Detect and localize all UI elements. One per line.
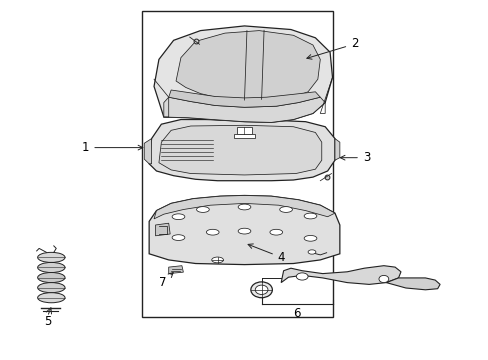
Ellipse shape (38, 293, 65, 303)
Polygon shape (334, 139, 339, 160)
Polygon shape (149, 120, 334, 181)
Polygon shape (154, 195, 334, 219)
Ellipse shape (304, 235, 316, 241)
Text: 7: 7 (158, 273, 173, 289)
Ellipse shape (304, 213, 316, 219)
Ellipse shape (38, 283, 65, 293)
Ellipse shape (172, 214, 184, 220)
Ellipse shape (196, 207, 209, 212)
Polygon shape (386, 278, 439, 290)
Polygon shape (233, 134, 255, 138)
Text: 6: 6 (293, 307, 301, 320)
Text: 3: 3 (340, 151, 369, 164)
Polygon shape (168, 266, 183, 274)
Ellipse shape (206, 229, 219, 235)
Ellipse shape (307, 250, 315, 254)
Polygon shape (149, 195, 339, 265)
Ellipse shape (279, 207, 292, 212)
Ellipse shape (378, 275, 388, 283)
Ellipse shape (296, 273, 307, 280)
Polygon shape (281, 266, 400, 284)
Ellipse shape (255, 285, 267, 294)
Polygon shape (163, 97, 325, 122)
Polygon shape (237, 127, 251, 134)
Polygon shape (154, 26, 332, 122)
Text: 5: 5 (43, 315, 51, 328)
Ellipse shape (238, 204, 250, 210)
Ellipse shape (211, 257, 223, 263)
Ellipse shape (250, 282, 272, 298)
Polygon shape (159, 125, 321, 175)
Ellipse shape (238, 228, 250, 234)
Ellipse shape (38, 262, 65, 273)
Ellipse shape (269, 229, 282, 235)
Text: 1: 1 (81, 141, 142, 154)
Text: 2: 2 (306, 37, 358, 59)
Ellipse shape (38, 252, 65, 262)
Polygon shape (176, 31, 320, 100)
Polygon shape (155, 223, 170, 236)
Ellipse shape (172, 235, 184, 240)
Text: 4: 4 (247, 244, 285, 264)
Polygon shape (144, 139, 151, 164)
Ellipse shape (38, 273, 65, 283)
Bar (142, 11, 332, 317)
Polygon shape (168, 90, 320, 107)
